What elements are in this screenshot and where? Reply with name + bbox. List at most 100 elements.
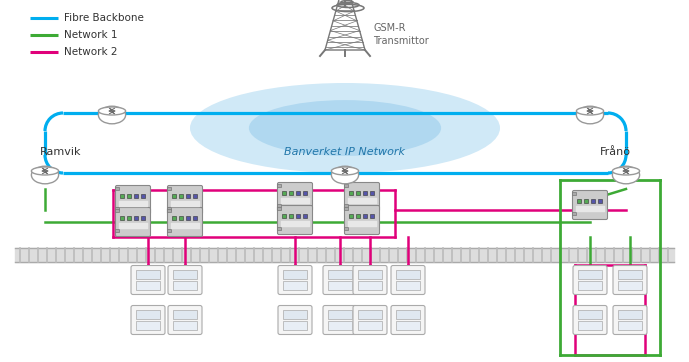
Ellipse shape [99,106,125,124]
Bar [396,321,420,329]
Bar [349,191,353,195]
Bar [179,194,183,198]
Bar [584,199,588,203]
Bar [115,229,119,232]
FancyBboxPatch shape [573,190,608,219]
Bar [172,194,176,198]
FancyBboxPatch shape [323,265,357,295]
Text: Network 2: Network 2 [64,47,118,57]
Text: Fibre Backbone: Fibre Backbone [64,13,144,23]
Bar [296,214,300,218]
Bar [173,269,197,279]
Bar [283,269,307,279]
FancyBboxPatch shape [278,182,313,211]
Bar [136,269,160,279]
Bar [193,194,197,198]
Bar [328,281,352,290]
Bar [591,199,595,203]
Text: Transmittor: Transmittor [373,36,429,46]
Bar [572,212,576,215]
Ellipse shape [613,167,639,175]
Text: Banverket IP Network: Banverket IP Network [285,147,406,157]
Ellipse shape [577,106,604,124]
Ellipse shape [32,167,59,175]
Bar [193,216,197,220]
Bar [358,281,382,290]
FancyBboxPatch shape [168,306,202,334]
Bar [344,184,348,187]
Text: GSM-R: GSM-R [373,23,406,33]
Bar [115,187,119,190]
Bar [578,281,602,290]
Bar [356,191,360,195]
Bar [289,191,293,195]
Bar [282,191,286,195]
Bar [396,281,420,290]
Bar [363,191,367,195]
Bar [134,216,138,220]
FancyBboxPatch shape [391,306,425,334]
FancyBboxPatch shape [167,185,203,215]
Bar [578,269,602,279]
FancyBboxPatch shape [353,306,387,334]
Bar [358,269,382,279]
Bar [578,321,602,329]
Bar [283,321,307,329]
Bar [120,194,124,198]
Bar [328,310,352,319]
Bar [136,321,160,329]
Bar [136,310,160,319]
FancyBboxPatch shape [353,265,387,295]
Bar [283,310,307,319]
FancyBboxPatch shape [344,182,380,211]
FancyBboxPatch shape [131,265,165,295]
Bar [618,310,642,319]
Bar [344,204,348,207]
FancyBboxPatch shape [278,306,312,334]
Bar [120,216,124,220]
Bar [277,204,281,207]
Bar [358,310,382,319]
Bar [296,191,300,195]
Bar [277,184,281,187]
FancyBboxPatch shape [167,207,203,236]
Bar [277,227,281,230]
Bar [356,214,360,218]
Bar [167,187,171,190]
Bar [186,194,190,198]
Bar [173,281,197,290]
Bar [173,321,197,329]
FancyBboxPatch shape [573,306,607,334]
Ellipse shape [331,167,358,175]
Bar [289,214,293,218]
Bar [282,214,286,218]
FancyBboxPatch shape [278,206,313,235]
FancyBboxPatch shape [573,265,607,295]
Bar [618,269,642,279]
Bar [167,229,171,232]
Bar [115,209,119,212]
Bar [349,214,353,218]
FancyBboxPatch shape [613,265,647,295]
FancyBboxPatch shape [116,207,150,236]
Bar [618,321,642,329]
FancyBboxPatch shape [391,265,425,295]
Bar [134,194,138,198]
Bar [577,199,581,203]
Bar [115,207,119,210]
Bar [578,310,602,319]
Bar [396,310,420,319]
Ellipse shape [190,83,500,173]
Bar [363,214,367,218]
Ellipse shape [99,107,125,115]
Bar [186,216,190,220]
Text: Frånö: Frånö [600,147,631,157]
Bar [303,214,307,218]
Bar [328,269,352,279]
Bar [303,191,307,195]
FancyBboxPatch shape [116,185,150,215]
Bar [167,209,171,212]
Bar [328,321,352,329]
Bar [172,216,176,220]
Bar [396,269,420,279]
